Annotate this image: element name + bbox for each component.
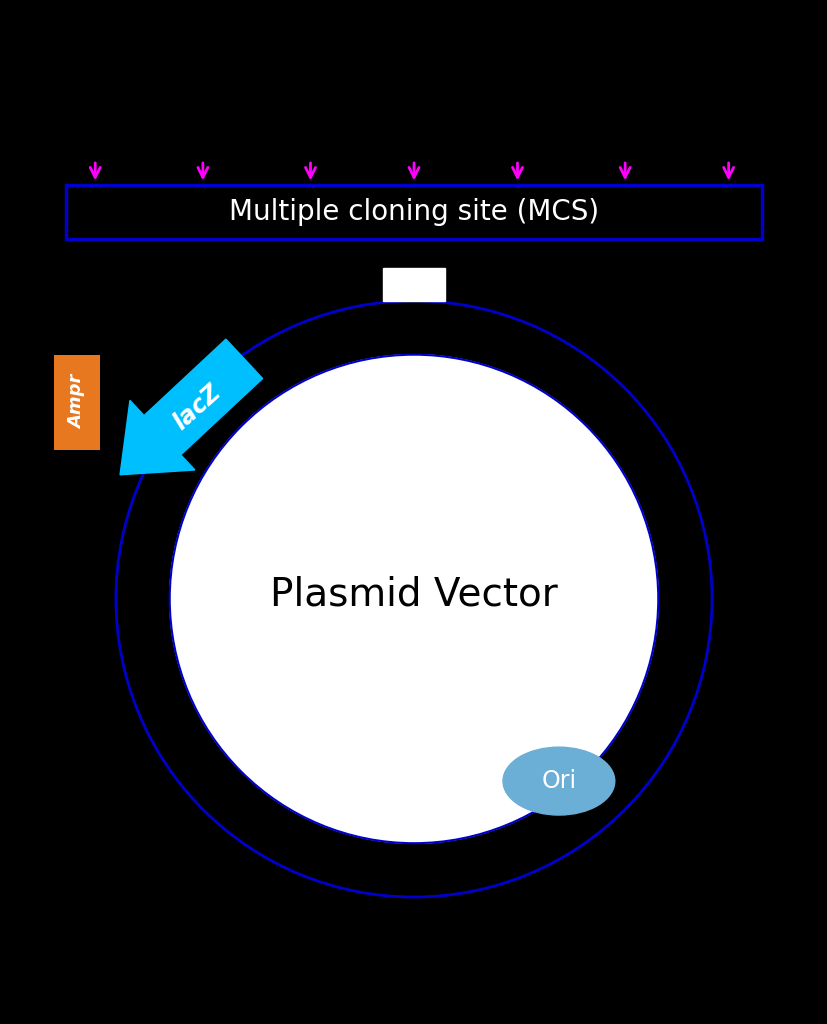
Text: Plasmid Vector: Plasmid Vector [270, 575, 557, 613]
Bar [66, 185, 761, 239]
FancyArrow shape [120, 339, 262, 475]
Ellipse shape [503, 748, 614, 815]
Text: Ampr: Ampr [68, 375, 86, 429]
Text: lacZ: lacZ [169, 380, 225, 435]
Circle shape [170, 354, 657, 843]
Circle shape [116, 301, 711, 897]
Bar [54, 354, 100, 450]
Text: Ori: Ori [541, 769, 576, 794]
Bar [382, 267, 445, 301]
Text: Multiple cloning site (MCS): Multiple cloning site (MCS) [228, 198, 599, 226]
